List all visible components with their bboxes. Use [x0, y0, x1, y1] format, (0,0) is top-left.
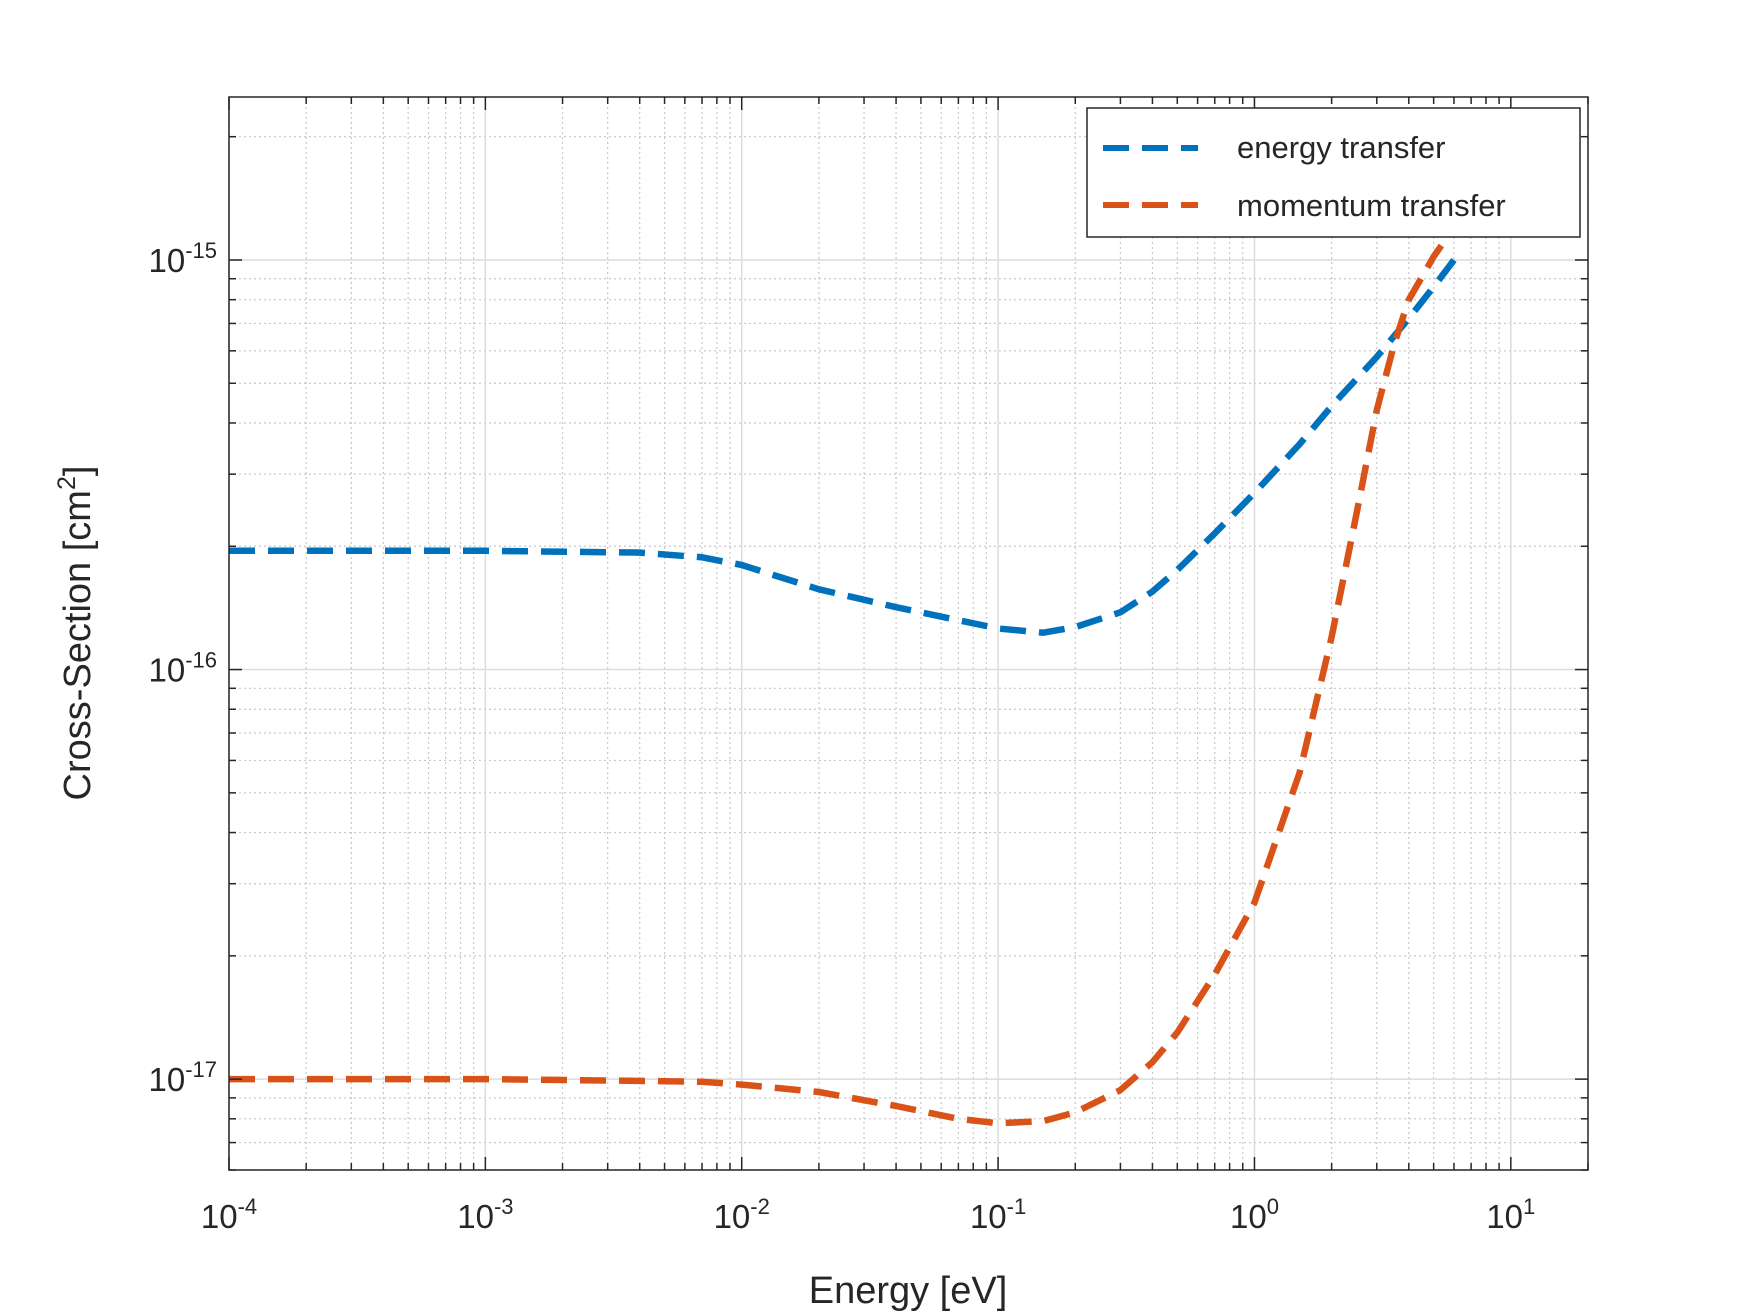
- legend: energy transfer momentum transfer: [1086, 107, 1581, 238]
- series-line-energy-transfer: [229, 258, 1457, 636]
- x-tick-label-exponent: -1: [1007, 1194, 1027, 1219]
- x-tick-label-base: 10: [1486, 1198, 1523, 1235]
- x-axis-title: Energy [eV]: [809, 1270, 1008, 1312]
- legend-box: [1086, 107, 1581, 238]
- legend-label-energy-transfer: energy transfer: [1237, 130, 1446, 165]
- y-tick-label-base: 10: [148, 652, 185, 689]
- series-layer: [229, 225, 1457, 1127]
- legend-label-momentum-transfer: momentum transfer: [1237, 188, 1506, 223]
- x-tick-label-exponent: 0: [1267, 1194, 1279, 1219]
- x-tick-label-base: 10: [970, 1198, 1007, 1235]
- y-axis-title: Cross-Section [cm2]: [53, 466, 99, 801]
- y-axis-title-superscript: 2: [53, 476, 81, 490]
- x-tick-labels: 10-4 10-3 10-2 10-1 100 101: [201, 1194, 1535, 1235]
- y-axis-title-suffix: ]: [57, 466, 99, 477]
- y-tick-label: 10-15: [148, 238, 217, 279]
- plot-area-border: [228, 96, 1589, 1171]
- y-tick-label: 10-16: [148, 648, 217, 689]
- y-tick-label-exponent: -15: [185, 238, 217, 263]
- x-tick-label-base: 10: [201, 1198, 238, 1235]
- y-tick-label: 10-17: [148, 1057, 217, 1098]
- x-tick-label: 10-1: [970, 1194, 1026, 1235]
- x-tick-label-base: 10: [457, 1198, 494, 1235]
- x-tick-label-exponent: -3: [494, 1194, 514, 1219]
- y-axis-title-prefix: Cross-Section [cm: [57, 490, 99, 800]
- x-tick-label: 10-4: [201, 1194, 257, 1235]
- x-tick-label: 10-2: [714, 1194, 770, 1235]
- x-tick-label-exponent: -4: [238, 1194, 258, 1219]
- series-line-momentum-transfer: [229, 225, 1457, 1127]
- y-tick-label-base: 10: [148, 242, 185, 279]
- x-tick-label: 100: [1230, 1194, 1279, 1235]
- x-tick-label-exponent: -2: [750, 1194, 770, 1219]
- x-tick-label-base: 10: [1230, 1198, 1267, 1235]
- x-tick-label-base: 10: [714, 1198, 751, 1235]
- y-tick-label-exponent: -17: [185, 1057, 217, 1082]
- x-tick-label: 10-3: [457, 1194, 513, 1235]
- y-tick-label-base: 10: [148, 1061, 185, 1098]
- axis-ticks: [228, 97, 1589, 1171]
- plot-area-background: [229, 97, 1588, 1170]
- x-tick-label: 101: [1486, 1194, 1535, 1235]
- x-tick-label-exponent: 1: [1523, 1194, 1535, 1219]
- y-tick-label-exponent: -16: [185, 648, 217, 673]
